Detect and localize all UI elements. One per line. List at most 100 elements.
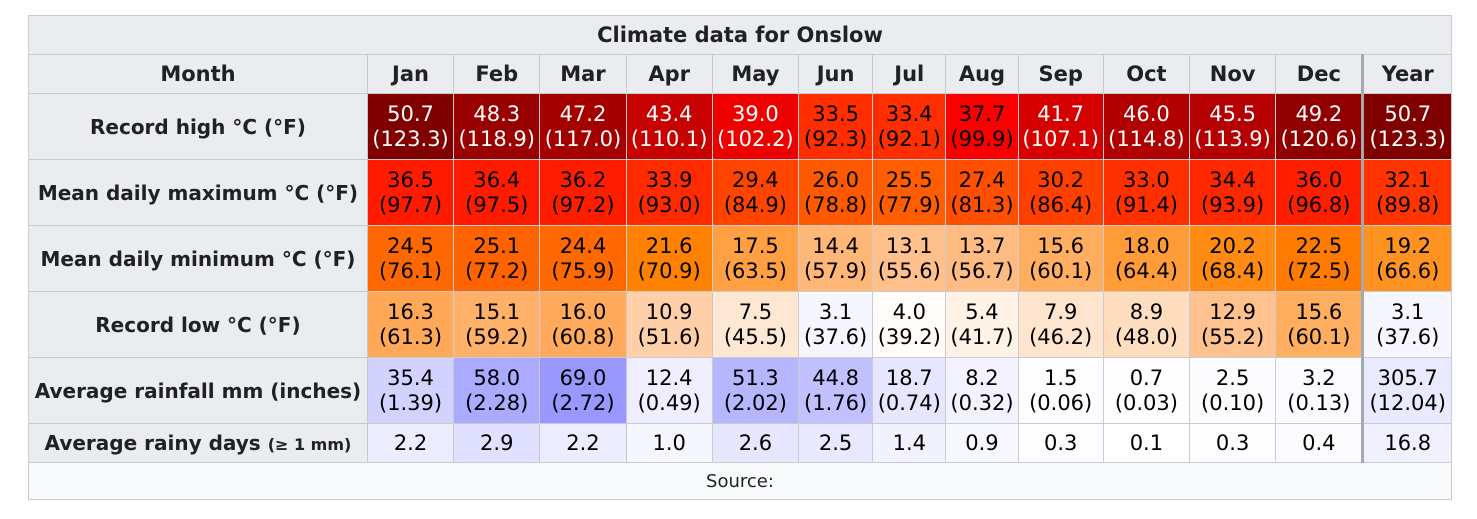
fahrenheit-value: (70.9) [637, 258, 701, 283]
month-cell: 20.2 (68.4) [1188, 225, 1277, 292]
fahrenheit-value: (89.8) [1376, 192, 1440, 217]
month-cell: 8.9 (48.0) [1102, 291, 1191, 358]
month-cell: 7.5 (45.5) [711, 291, 800, 358]
celsius-value: 15.6 [1295, 299, 1343, 324]
fahrenheit-value: (0.03) [1114, 390, 1178, 415]
fahrenheit-value: (117.0) [544, 126, 622, 151]
month-cell: 37.7 (99.9) [945, 93, 1019, 160]
month-cell: 13.7 (56.7) [945, 225, 1019, 292]
celsius-value: 33.5 [812, 101, 859, 126]
table-row: Record high °C (°F) 50.7 (123.3) 48.3 (118.9… [28, 93, 1452, 160]
fahrenheit-value: (45.5) [723, 324, 787, 349]
fahrenheit-value: (76.1) [378, 258, 443, 283]
year-cell: 32.1 (89.8) [1361, 159, 1452, 226]
celsius-value: 12.9 [1209, 299, 1256, 324]
table-row: Mean daily maximum °C (°F) 36.5 (97.7) 36.4… [28, 159, 1452, 226]
rainy-days-label: Average rainy days [44, 431, 261, 455]
month-cell: 26.0 (78.8) [797, 159, 874, 226]
celsius-value: 50.7 [387, 101, 434, 126]
year-header: Year [1361, 54, 1452, 94]
month-cell: 35.4 (1.39) [366, 357, 455, 424]
celsius-value: 22.5 [1295, 233, 1343, 258]
celsius-value: 21.6 [645, 233, 693, 258]
celsius-value: 10.9 [645, 299, 693, 324]
celsius-value: 2.5 [1215, 365, 1250, 390]
table-row: Record low °C (°F) 16.3 (61.3) 15.1 (59.2) 16… [28, 291, 1452, 358]
fahrenheit-value: (61.3) [378, 324, 443, 349]
fahrenheit-value: (72.5) [1287, 258, 1351, 283]
celsius-value: 33.9 [645, 167, 693, 192]
month-cell: 18.7 (0.74) [872, 357, 947, 424]
climate-table-body: Record high °C (°F) 50.7 (123.3) 48.3 (118.9… [28, 93, 1452, 463]
month-cell: 30.2 (86.4) [1017, 159, 1104, 226]
celsius-value: 15.1 [473, 299, 521, 324]
fahrenheit-value: (37.6) [804, 324, 868, 349]
month-header: Jul [872, 54, 947, 94]
celsius-value: 51.3 [732, 365, 779, 390]
celsius-value: 49.2 [1295, 101, 1343, 126]
month-header: Jun [797, 54, 874, 94]
fahrenheit-value: (97.7) [378, 192, 443, 217]
fahrenheit-value: (66.6) [1376, 258, 1440, 283]
month-cell: 41.7 (107.1) [1017, 93, 1104, 160]
celsius-value: 19.2 [1384, 233, 1432, 258]
celsius-value: 36.0 [1295, 167, 1343, 192]
celsius-value: 1.5 [1043, 365, 1078, 390]
month-cell: 14.4 (57.9) [797, 225, 874, 292]
celsius-value: 37.7 [958, 101, 1006, 126]
fahrenheit-value: (1.39) [378, 390, 443, 415]
year-cell: 3.1 (37.6) [1361, 291, 1452, 358]
fahrenheit-value: (97.2) [551, 192, 615, 217]
fahrenheit-value: (123.3) [1369, 126, 1446, 151]
month-cell: 69.0 (2.72) [539, 357, 627, 424]
fahrenheit-value: (0.49) [637, 390, 701, 415]
fahrenheit-value: (91.4) [1114, 192, 1178, 217]
fahrenheit-value: (77.2) [465, 258, 529, 283]
month-header: Dec [1275, 54, 1364, 94]
celsius-value: 16.3 [387, 299, 434, 324]
celsius-value: 15.6 [1037, 233, 1085, 258]
month-cell: 36.4 (97.5) [453, 159, 541, 226]
fahrenheit-value: (107.1) [1022, 126, 1099, 151]
month-header: Apr [625, 54, 713, 94]
celsius-value: 44.8 [812, 365, 859, 390]
celsius-value: 43.4 [645, 101, 693, 126]
fahrenheit-value: (93.9) [1201, 192, 1265, 217]
celsius-value: 12.4 [645, 365, 693, 390]
row-label: Average rainy days (≥ 1 mm) [28, 423, 368, 463]
celsius-value: 39.0 [732, 101, 779, 126]
month-cell: 2.2 [539, 423, 627, 463]
month-cell: 44.8 (1.76) [797, 357, 874, 424]
month-cell: 1.5 (0.06) [1017, 357, 1104, 424]
fahrenheit-value: (57.9) [804, 258, 868, 283]
celsius-value: 13.7 [958, 233, 1006, 258]
month-cell: 15.6 (60.1) [1275, 291, 1364, 358]
fahrenheit-value: (12.04) [1369, 390, 1446, 415]
fahrenheit-value: (60.1) [1287, 324, 1351, 349]
month-cell: 36.5 (97.7) [366, 159, 455, 226]
fahrenheit-value: (0.10) [1201, 390, 1265, 415]
celsius-value: 47.2 [559, 101, 607, 126]
fahrenheit-value: (0.32) [950, 390, 1014, 415]
celsius-value: 35.4 [387, 365, 434, 390]
month-cell: 13.1 (55.6) [872, 225, 947, 292]
fahrenheit-value: (97.5) [465, 192, 529, 217]
celsius-value: 24.4 [559, 233, 607, 258]
fahrenheit-value: (92.1) [877, 126, 941, 151]
fahrenheit-value: (113.9) [1194, 126, 1271, 151]
month-cell: 24.5 (76.1) [366, 225, 455, 292]
month-cell: 27.4 (81.3) [945, 159, 1019, 226]
month-cell: 15.6 (60.1) [1017, 225, 1104, 292]
year-cell: 50.7 (123.3) [1361, 93, 1452, 160]
month-cell: 0.7 (0.03) [1102, 357, 1191, 424]
celsius-value: 3.1 [818, 299, 853, 324]
year-cell: 305.7 (12.04) [1361, 357, 1452, 424]
month-cell: 3.2 (0.13) [1275, 357, 1364, 424]
fahrenheit-value: (48.0) [1114, 324, 1178, 349]
table-row: Average rainfall mm (inches) 35.4 (1.39) 58… [28, 357, 1452, 424]
celsius-value: 69.0 [559, 365, 607, 390]
row-label: Record high °C (°F) [28, 93, 368, 160]
row-label: Mean daily minimum °C (°F) [28, 225, 368, 292]
table-title: Climate data for Onslow [28, 15, 1452, 55]
month-header: Jan [366, 54, 455, 94]
